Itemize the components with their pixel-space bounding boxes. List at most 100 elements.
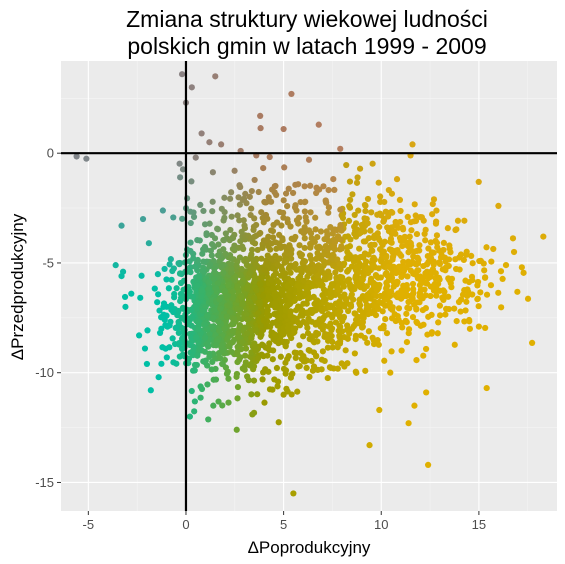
data-point: [247, 269, 254, 276]
data-point: [263, 199, 270, 206]
data-point: [178, 71, 186, 78]
data-point: [352, 316, 360, 323]
data-point: [194, 299, 201, 306]
data-point: [297, 312, 304, 319]
data-point: [179, 215, 186, 222]
data-point: [440, 239, 447, 246]
data-point: [368, 247, 375, 254]
data-point: [375, 179, 382, 186]
data-point: [201, 221, 209, 228]
data-point: [343, 161, 350, 169]
data-point: [248, 246, 256, 253]
data-point: [402, 317, 409, 324]
data-point: [287, 293, 294, 301]
data-point: [301, 224, 308, 231]
data-point: [73, 153, 80, 160]
data-point: [368, 287, 375, 294]
data-point: [280, 365, 288, 372]
data-point: [165, 285, 172, 292]
data-point: [273, 191, 280, 199]
data-point: [367, 227, 374, 234]
data-point: [112, 262, 119, 269]
data-point: [387, 369, 394, 376]
data-point: [364, 294, 372, 301]
data-point: [168, 302, 175, 309]
data-point: [409, 280, 417, 288]
data-point: [297, 267, 304, 275]
data-point: [195, 339, 202, 346]
data-point: [350, 296, 357, 303]
data-point: [498, 304, 505, 311]
data-point: [154, 271, 161, 278]
data-point: [445, 305, 453, 313]
data-point: [189, 293, 196, 301]
data-point: [187, 306, 195, 313]
data-point: [410, 286, 417, 293]
data-point: [219, 314, 226, 321]
data-point: [216, 327, 223, 334]
data-point: [190, 367, 197, 374]
data-point: [155, 291, 162, 298]
data-point: [396, 196, 404, 203]
data-point: [220, 246, 227, 253]
data-point: [222, 230, 229, 237]
data-point: [228, 348, 235, 356]
data-point: [422, 345, 430, 353]
data-point: [192, 263, 199, 270]
data-point: [206, 353, 213, 360]
data-point: [362, 202, 369, 209]
data-point: [352, 310, 359, 317]
data-point: [377, 198, 384, 206]
data-point: [322, 197, 329, 204]
data-point: [372, 312, 380, 319]
x-tick-label: 10: [374, 517, 388, 532]
data-point: [295, 214, 303, 221]
data-point: [240, 217, 247, 224]
data-point: [280, 338, 288, 345]
data-point: [251, 340, 258, 347]
data-point: [429, 200, 436, 208]
data-point: [482, 324, 489, 332]
data-point: [195, 326, 202, 333]
data-point: [468, 252, 475, 260]
data-point: [371, 241, 378, 248]
data-point: [239, 338, 246, 345]
data-point: [163, 354, 170, 361]
data-point: [405, 249, 412, 256]
data-point: [406, 298, 413, 305]
data-point: [405, 326, 413, 333]
data-point: [236, 254, 244, 261]
data-point: [417, 213, 424, 221]
data-point: [239, 243, 246, 250]
data-point: [237, 238, 244, 245]
data-point: [204, 340, 211, 347]
data-point: [228, 261, 235, 268]
data-point: [158, 360, 165, 367]
data-point: [197, 346, 204, 353]
data-point: [335, 327, 342, 334]
data-point: [394, 247, 401, 254]
data-point: [408, 227, 415, 234]
data-point: [175, 307, 182, 315]
data-point: [258, 341, 266, 348]
data-point: [329, 338, 336, 345]
data-point: [401, 237, 408, 244]
data-point: [220, 269, 227, 277]
chart-title-line-1: Zmiana struktury wiekowej ludności: [126, 6, 488, 32]
y-tick-label: 0: [47, 146, 54, 161]
data-point: [163, 276, 170, 283]
data-point: [352, 226, 360, 234]
data-point: [207, 247, 214, 254]
data-point: [187, 219, 194, 227]
data-point: [352, 274, 359, 281]
data-point: [161, 265, 168, 273]
data-point: [248, 391, 255, 398]
data-point: [490, 245, 497, 253]
x-axis-ticks: -5 0 5 10 15: [83, 511, 486, 532]
data-point: [258, 255, 265, 262]
data-point: [306, 373, 313, 380]
data-point: [317, 228, 325, 235]
data-point: [510, 248, 518, 256]
data-point: [144, 327, 151, 334]
data-point: [369, 334, 376, 341]
